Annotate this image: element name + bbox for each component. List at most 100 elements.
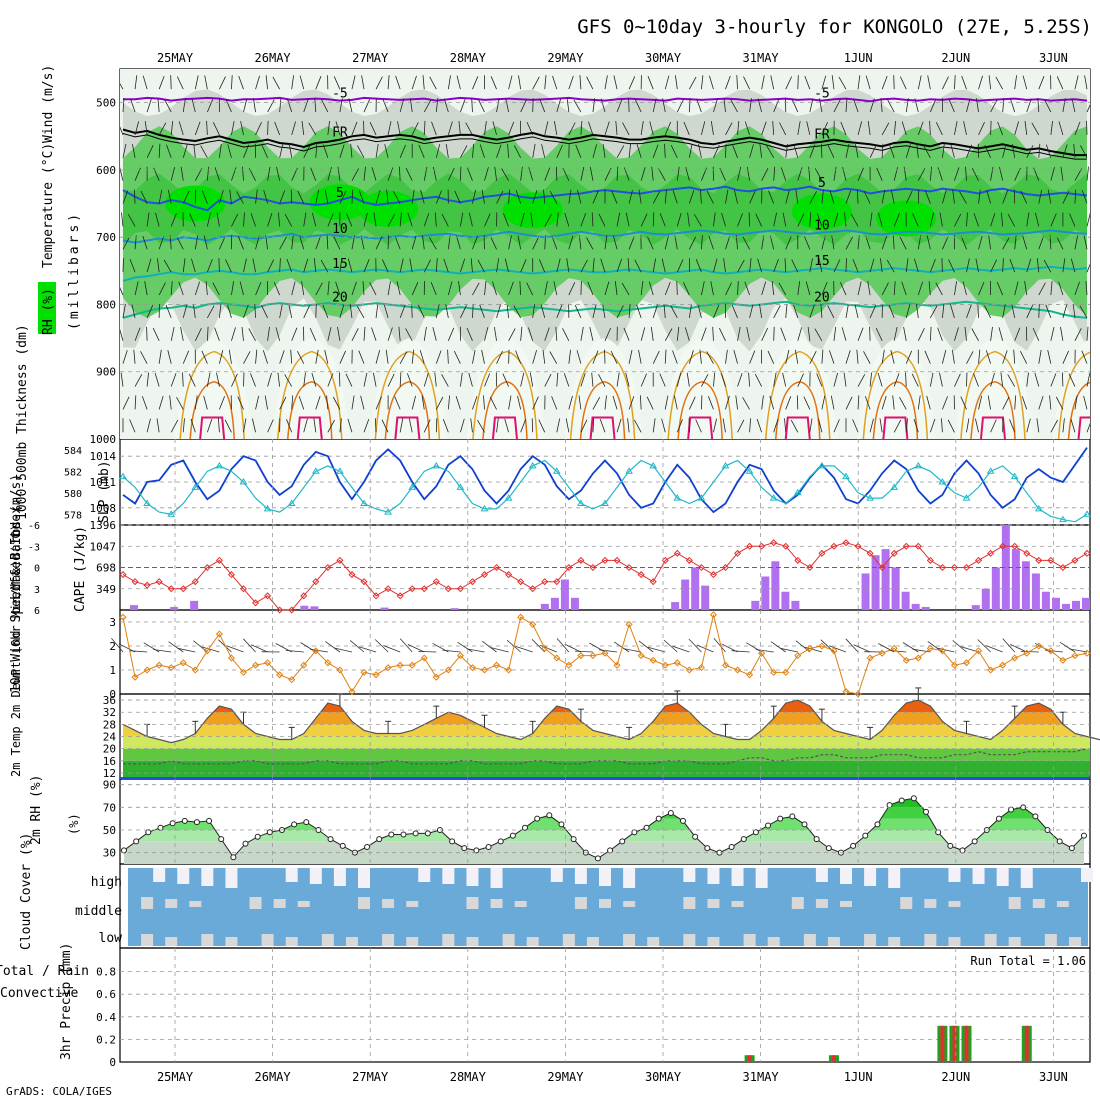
wind-barb [146,258,152,273]
wind-barb [709,75,714,90]
wind-barb [960,396,967,410]
wind-barb [759,143,763,158]
wind-barb [821,189,824,204]
wind-barb [261,305,268,319]
footer-credit: GrADS: COLA/IGES [6,1085,112,1098]
wind-barb [191,98,196,113]
wind-barb [129,258,136,273]
wind-barb [408,418,413,433]
cloud-mid-gap [297,901,310,907]
rh-marker [206,817,213,824]
wind-barb [556,98,562,113]
cloud-low-gap [827,937,840,946]
wind-barb [193,143,196,158]
wind-barb [339,350,346,364]
cloud-mid-gap [382,899,395,908]
rh-marker [242,840,249,847]
wind-barb [435,190,442,204]
wind-barb [421,395,425,410]
wind-barb [386,189,389,204]
wind-barb [484,167,489,181]
wind-barb [441,374,449,387]
wind-barb [1080,145,1088,158]
wind-barb [491,647,509,653]
wind-barb [133,349,136,364]
wind-barb [1026,145,1034,158]
wind-marker [432,673,440,681]
thickness-marker [818,461,826,469]
rh-band [124,807,1084,819]
cloud-low-gap [442,934,455,946]
rh-marker [121,847,127,854]
wind-barb [206,120,208,135]
wind-barb [303,145,311,158]
wind-marker [806,644,814,652]
wind-barb [830,395,835,410]
wind-barb [954,167,960,181]
wind-barb [267,259,275,273]
wind-barb [999,166,1004,181]
wind-barb [111,637,124,653]
wind-barb [407,644,425,653]
wind-barb [737,326,741,341]
wind-barb [127,214,136,227]
wind-barb [374,418,377,433]
wind-barb [773,258,779,273]
wind-barb [358,190,365,204]
wind-barb [797,75,799,90]
wind-barb [1002,258,1004,273]
wind-barb [191,258,196,273]
wind-barb [782,372,787,387]
wind-barb [696,98,702,113]
wind-barb [1071,98,1076,113]
top-date-label: 1JUN [844,51,873,65]
wind-barb [613,641,630,653]
wind-barb [809,304,815,319]
wind-barb [899,76,907,90]
wind-tick-label: 1 [109,664,116,677]
wind-barb [553,281,558,296]
wind-barb [241,326,244,341]
wind-barb [466,327,473,341]
wind-barb [990,259,998,273]
wind-barb [890,350,895,364]
wind-barb [1047,189,1052,204]
wind-barb [1038,143,1041,158]
wind-barb [623,648,642,653]
wind-barb [652,304,658,319]
wind-barb [288,304,293,318]
wind-barb [517,235,522,250]
rh-marker [765,822,772,829]
rh-band [124,798,1084,808]
wind-barb [1043,259,1052,273]
wind-barb [120,83,124,90]
wind-barb [568,122,576,136]
wind-speed-line [122,614,1088,695]
wind-barb [614,281,618,296]
wind-barb [768,190,775,204]
li-line [122,542,1088,611]
rh-marker [740,836,747,843]
wind-tick-label: 2 [109,640,116,653]
wind-barb [267,120,269,135]
wind-barb [954,327,959,341]
cloud-low-gap [864,934,877,946]
wind-barb [363,372,368,387]
rh-marker [558,821,565,828]
wind-barb [515,190,522,204]
cloud-mid-gap [574,897,587,909]
wind-barb [460,305,467,319]
wind-barb [383,645,401,653]
li-marker [1083,549,1091,557]
wind-barb [784,258,787,273]
wind-barb [324,349,329,364]
wind-barb [243,258,247,273]
wind-barb [809,191,817,204]
wind-barb [688,304,692,318]
li-marker [348,571,356,579]
wind-barb [122,236,130,250]
wind-barb [1002,638,1015,653]
wind-barb [881,349,885,364]
wind-barb [755,213,763,227]
cloud-low-gap [1008,937,1021,946]
